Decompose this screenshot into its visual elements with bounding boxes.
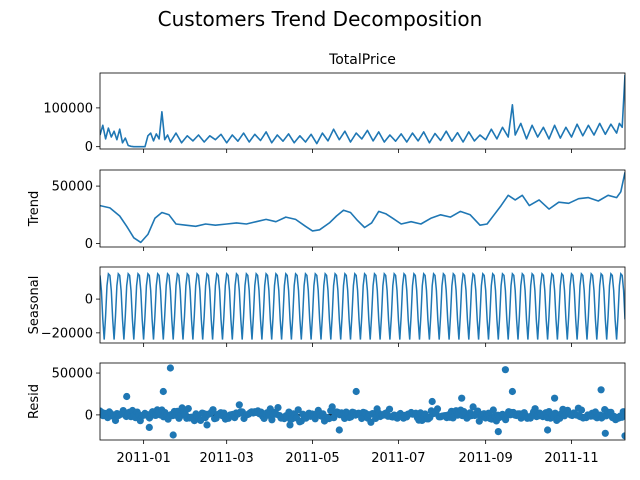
axes-frame-observed: [99, 72, 626, 150]
xtick-label-2: 2011-05: [285, 451, 339, 466]
xtick-label-3: 2011-07: [371, 451, 425, 466]
resid-point-9: [123, 392, 131, 401]
xtick-label-4: 2011-09: [458, 451, 512, 466]
ylabel-seasonal: Seasonal: [27, 276, 42, 335]
resid-point-4: [508, 387, 516, 396]
resid-point-10: [458, 394, 466, 402]
ytick-label-observed-0: 0: [85, 140, 93, 155]
resid-point: [274, 404, 282, 412]
plot-area-resid: [100, 364, 625, 440]
resid-point-6: [621, 432, 625, 440]
resid-point-17: [235, 401, 243, 409]
series-line-seasonal: [100, 272, 625, 340]
resid-point: [502, 416, 510, 424]
plot-area-seasonal: [100, 272, 625, 340]
series-line-trend: [100, 172, 625, 244]
resid-point: [577, 406, 586, 414]
axes-frame-trend: [99, 169, 626, 248]
panel-trend: Trend 0 50000: [27, 169, 626, 252]
ytick-label-resid-1: 50000: [52, 367, 93, 382]
plot-area-observed: [100, 74, 625, 148]
resid-point-1: [501, 366, 509, 374]
panels: TotalPrice 0 100000 Trend 0 50000 Seasonal 0 −20…: [27, 52, 626, 466]
resid-point-0: [166, 364, 174, 372]
resid-point: [531, 405, 539, 413]
resid-point-14: [145, 423, 153, 431]
panel-seasonal: Seasonal 0 −20000: [27, 266, 626, 347]
panel-observed: TotalPrice 0 100000: [43, 52, 626, 155]
resid-point-5: [597, 386, 605, 394]
resid-point-8: [601, 429, 609, 437]
resid-point-18: [286, 421, 294, 429]
panel-title-observed: TotalPrice: [328, 52, 396, 68]
ylabel-resid: Resid: [27, 384, 42, 419]
ylabel-trend: Trend: [27, 191, 42, 228]
resid-point-11: [494, 428, 502, 436]
resid-point: [209, 406, 217, 414]
axes-frame-resid: [99, 362, 626, 441]
resid-point: [328, 403, 336, 411]
resid-point: [358, 414, 366, 423]
ytick-label-trend-1: 50000: [52, 180, 93, 195]
resid-point: [268, 416, 276, 424]
resid-point-16: [551, 394, 559, 402]
xtick-label-5: 2011-11: [544, 451, 598, 466]
figure-title: Customers Trend Decomposition: [158, 7, 483, 31]
resid-point-2: [159, 387, 167, 396]
resid-point: [184, 405, 192, 413]
axes-frame-seasonal: [99, 266, 626, 344]
resid-point-3: [352, 387, 360, 396]
resid-point: [489, 406, 497, 414]
resid-point: [621, 411, 625, 419]
ytick-label-trend-0: 0: [85, 237, 93, 252]
ytick-label-seasonal-0: 0: [85, 293, 93, 308]
resid-point: [469, 403, 477, 411]
resid-point-12: [544, 426, 552, 434]
resid-point: [385, 405, 394, 413]
ytick-label-seasonal-1: −20000: [41, 326, 93, 341]
series-line-observed: [100, 74, 625, 148]
resid-point: [433, 405, 442, 413]
xtick-label-1: 2011-03: [200, 451, 254, 466]
xtick-label-0: 2011-01: [116, 451, 170, 466]
ytick-label-observed-1: 100000: [43, 101, 93, 116]
resid-point-13: [335, 426, 343, 434]
resid-point-7: [169, 431, 177, 439]
resid-point: [294, 406, 302, 414]
resid-point-19: [203, 421, 211, 429]
panel-resid: Resid 0 50000 2011-01 2011-03 2011-05 2011-07 2…: [27, 362, 626, 466]
plot-area-trend: [100, 172, 625, 244]
ytick-label-resid-0: 0: [85, 408, 93, 423]
resid-point-15: [428, 397, 436, 406]
